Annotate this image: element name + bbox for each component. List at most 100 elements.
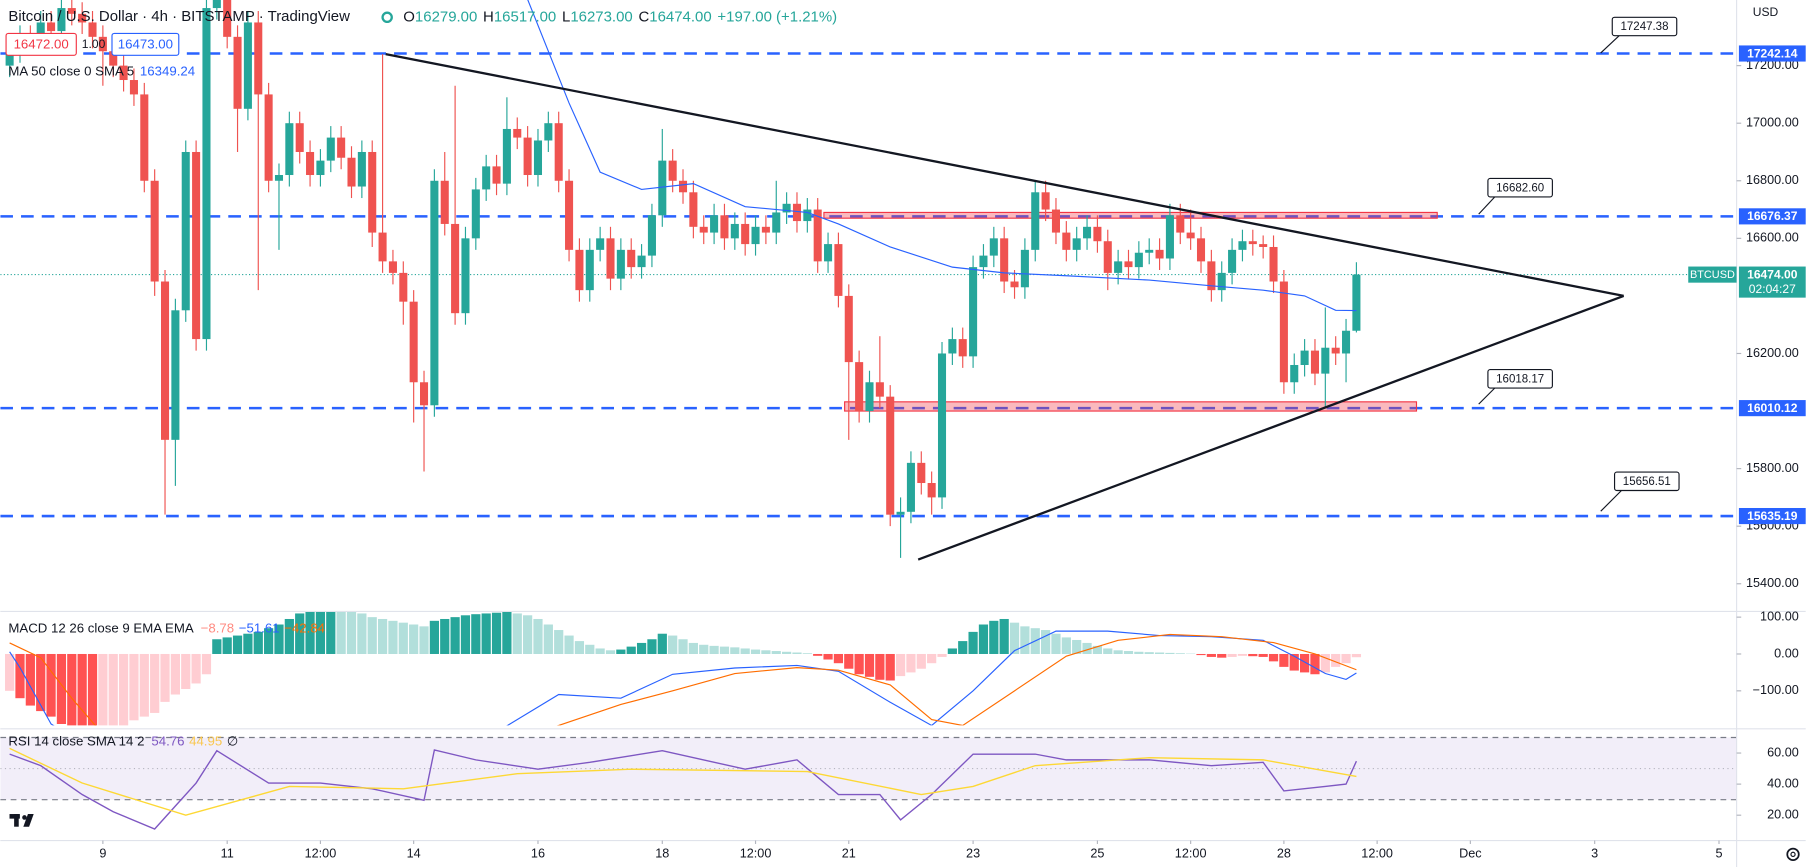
macd-histogram-bar xyxy=(67,653,77,726)
candle-body xyxy=(243,22,252,109)
y-tick-label: 16800.00 xyxy=(1746,173,1799,187)
macd-histogram-bar xyxy=(636,642,647,654)
macd-histogram-bar xyxy=(315,611,326,654)
x-tick-label: 16 xyxy=(531,847,545,861)
candle-body xyxy=(1238,241,1247,250)
rsi-label: RSI 14 close SMA 14 2 xyxy=(8,733,144,748)
candle-body xyxy=(1300,350,1309,365)
sell-button[interactable] xyxy=(5,32,77,56)
ohlc-value: 16474.00 xyxy=(649,8,711,25)
macd-histogram-bar xyxy=(1341,653,1351,664)
macd-histogram-bar xyxy=(222,637,232,654)
macd-histogram-bar xyxy=(191,653,201,684)
candle-body xyxy=(160,281,170,440)
candle-body xyxy=(264,94,273,181)
macd-histogram-bar xyxy=(56,653,67,724)
candle-body xyxy=(1010,281,1019,288)
macd-histogram-bar xyxy=(564,635,574,654)
candle-body xyxy=(295,123,304,152)
candle-body xyxy=(772,212,781,233)
zone xyxy=(844,401,1418,412)
macd-histogram-bar xyxy=(699,644,709,654)
x-tick-label: 3 xyxy=(1591,847,1598,861)
x-tick-label: 11 xyxy=(221,847,234,861)
ohlc-key: C xyxy=(638,8,649,25)
gear-ring xyxy=(1786,847,1800,861)
candle-body xyxy=(834,244,843,296)
macd-histogram-bar xyxy=(999,618,1009,654)
candle-body xyxy=(824,244,833,262)
macd-histogram-bar xyxy=(491,612,502,654)
candle-body xyxy=(533,140,543,176)
symbol-badge xyxy=(1688,266,1737,283)
level-badge xyxy=(1738,400,1806,417)
macd-histogram-bar xyxy=(1092,645,1103,654)
macd-histogram-bar xyxy=(1082,642,1092,654)
level-badge-label: 16010.12 xyxy=(1747,401,1798,415)
candle-body xyxy=(357,151,366,187)
countdown-label: 02:04:27 xyxy=(1749,282,1796,296)
candle-body xyxy=(1000,238,1009,282)
macd-histogram-bar xyxy=(46,653,56,717)
ohlc-legend: O16279.00 H16517.00 L16273.00 C16474.00 +197… xyxy=(403,8,837,25)
macd-histogram-bar xyxy=(616,649,626,654)
candle-body xyxy=(1155,249,1164,259)
candle-body xyxy=(565,180,574,250)
candle-body xyxy=(67,8,76,14)
buy-button[interactable] xyxy=(111,32,180,56)
callout-pointer xyxy=(1600,490,1622,512)
candle-body xyxy=(896,511,905,515)
macd-histogram-bar xyxy=(1351,653,1362,658)
candle-body xyxy=(865,382,874,412)
candle-body xyxy=(813,209,822,262)
candle-body xyxy=(969,267,978,357)
bid-price: 16472.00 xyxy=(14,36,69,51)
macd-histogram-bar xyxy=(1320,653,1330,673)
rsi-sma-value: 44.95 xyxy=(189,733,222,748)
macd-histogram-bar xyxy=(647,639,657,654)
candle-body xyxy=(1207,261,1216,291)
macd-histogram-bar xyxy=(875,653,885,680)
macd-histogram-bar xyxy=(1041,630,1051,654)
logo-part xyxy=(23,814,34,827)
ohlc-key: H xyxy=(483,8,494,25)
y-tick-label: 17000.00 xyxy=(1746,116,1799,130)
macd-histogram-bar xyxy=(388,620,398,654)
macd-histogram-bar xyxy=(906,653,916,673)
y-tick-label: 15400.00 xyxy=(1746,576,1799,590)
candle-body xyxy=(192,151,201,340)
macd-histogram-bar xyxy=(1258,653,1268,657)
macd-histogram-bar xyxy=(212,639,222,654)
candle-body xyxy=(1103,241,1112,273)
candle-body xyxy=(906,462,915,512)
macd-histogram-bar xyxy=(346,611,357,654)
candle-body xyxy=(1124,261,1133,268)
x-tick-label: 18 xyxy=(655,847,669,861)
rsi-pane xyxy=(0,736,1737,830)
candle-body xyxy=(792,203,802,222)
y-tick-label: 100.00 xyxy=(1760,609,1799,623)
gear-hub xyxy=(1790,851,1796,857)
settings-gear[interactable] xyxy=(1786,847,1800,861)
candle-body xyxy=(347,157,356,187)
macd-histogram-bar xyxy=(25,653,35,706)
candle-body xyxy=(741,223,750,245)
candle-body xyxy=(917,462,926,484)
candle-body xyxy=(1331,347,1340,354)
ask-price: 16473.00 xyxy=(118,36,173,51)
candle-body xyxy=(979,255,988,268)
candle-body xyxy=(1196,238,1206,262)
candle-body xyxy=(5,51,14,66)
candle-body xyxy=(616,249,625,279)
macd-histogram-bar xyxy=(264,628,274,654)
tradingview-logo[interactable] xyxy=(9,814,34,827)
candle-body xyxy=(129,80,138,95)
y-tick-label: 15800.00 xyxy=(1746,461,1799,475)
candle-body xyxy=(1290,364,1299,383)
macd-histogram-bar xyxy=(895,653,906,677)
candle-body xyxy=(761,226,770,233)
y-tick-label: 16200.00 xyxy=(1746,346,1799,360)
candle-body xyxy=(202,8,211,340)
macd-histogram-bar xyxy=(253,631,263,654)
candle-body xyxy=(399,272,408,302)
